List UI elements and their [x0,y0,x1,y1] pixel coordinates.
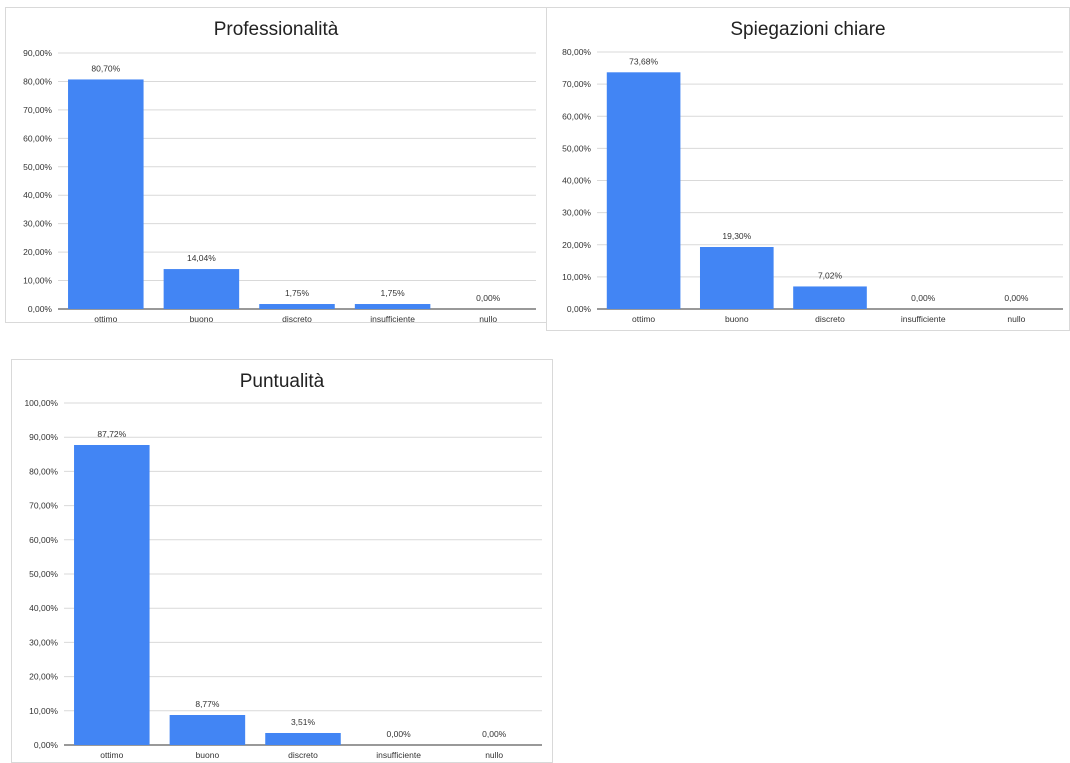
y-tick-label: 80,00% [29,466,58,476]
x-tick-label: ottimo [94,314,117,323]
bar-discreto [265,732,341,745]
x-tick-label: insufficiente [376,750,421,760]
bar-discreto [793,286,867,309]
bar-buono [699,246,774,309]
data-label: 0,00% [387,729,412,739]
y-tick-label: 90,00% [29,432,58,442]
y-tick-label: 10,00% [23,276,52,286]
data-label: 80,70% [91,63,120,73]
bar-insufficiente [354,304,431,309]
x-tick-label: buono [725,314,749,324]
y-tick-label: 70,00% [23,105,52,115]
data-label: 19,30% [722,231,751,241]
x-tick-label: buono [196,750,220,760]
bar-chart-puntualita: 0,00% 10,00% 20,00% 30,00% 40,00% 50,00% 60,00… [24,398,542,760]
y-tick-label: 40,00% [23,190,52,200]
y-tick-label: 0,00% [34,740,59,750]
bar-discreto [259,304,335,309]
chart-title: Spiegazioni chiare [730,19,886,40]
bar-buono [163,269,240,309]
data-label: 1,75% [285,288,310,298]
data-label: 1,75% [381,288,406,298]
bar-ottimo [606,72,681,309]
y-tick-label: 70,00% [562,79,591,89]
data-label: 73,68% [629,56,658,66]
data-label: 0,00% [476,293,501,303]
y-tick-label: 30,00% [23,219,52,229]
bar-ottimo [68,79,144,309]
y-tick-label: 50,00% [23,162,52,172]
data-label: 0,00% [1004,293,1029,303]
x-tick-label: discreto [282,314,312,323]
y-tick-label: 60,00% [29,535,58,545]
y-tick-label: 40,00% [562,176,591,186]
x-tick-label: discreto [288,750,318,760]
y-tick-label: 90,00% [23,48,52,58]
chart-panel-professionalita: Professionalità 0,00% 10,00% 20,00% 30,00% 4… [5,7,547,323]
y-tick-label: 0,00% [28,304,53,314]
data-label: 8,77% [195,699,220,709]
y-tick-label: 70,00% [29,501,58,511]
y-tick-label: 30,00% [29,637,58,647]
y-tick-label: 60,00% [562,111,591,121]
x-tick-label: ottimo [100,750,123,760]
chart-panel-puntualita: Puntualità 0,00% 10,00% 20,00% 30,00% 40,00%… [11,359,553,763]
x-tick-label: nullo [1007,314,1025,324]
bar-buono [169,715,246,745]
chart-title: Professionalità [213,19,339,40]
y-tick-label: 40,00% [29,603,58,613]
bar-chart-spiegazioni-chiare: 0,00% 10,00% 20,00% 30,00% 40,00% 50,00% 60,00… [562,47,1063,324]
y-tick-label: 10,00% [562,272,591,282]
data-label: 7,02% [818,270,843,280]
y-tick-label: 80,00% [562,47,591,57]
bar-chart-professionalita: 0,00% 10,00% 20,00% 30,00% 40,00% 50,00% 60,00… [23,48,536,323]
y-tick-label: 0,00% [567,304,592,314]
y-tick-label: 50,00% [29,569,58,579]
y-tick-label: 20,00% [23,247,52,257]
y-tick-label: 30,00% [562,208,591,218]
data-label: 0,00% [482,729,507,739]
y-tick-label: 20,00% [29,672,58,682]
x-tick-label: nullo [485,750,503,760]
y-tick-label: 80,00% [23,76,52,86]
x-tick-label: ottimo [632,314,655,324]
x-tick-label: buono [190,314,214,323]
y-tick-label: 60,00% [23,133,52,143]
chart-title: Puntualità [239,371,325,392]
x-tick-label: nullo [479,314,497,323]
bar-ottimo [74,444,150,745]
y-tick-label: 50,00% [562,143,591,153]
y-tick-label: 10,00% [29,706,58,716]
chart-panel-spiegazioni-chiare: Spiegazioni chiare 0,00% 10,00% 20,00% 30,0… [546,7,1070,331]
data-label: 87,72% [97,429,126,439]
x-tick-label: insufficiente [901,314,946,324]
data-label: 3,51% [291,717,316,727]
data-label: 0,00% [911,293,936,303]
y-tick-label: 20,00% [562,240,591,250]
x-tick-label: insufficiente [370,314,415,323]
data-label: 14,04% [187,253,216,263]
x-tick-label: discreto [815,314,845,324]
y-tick-label: 100,00% [24,398,58,408]
